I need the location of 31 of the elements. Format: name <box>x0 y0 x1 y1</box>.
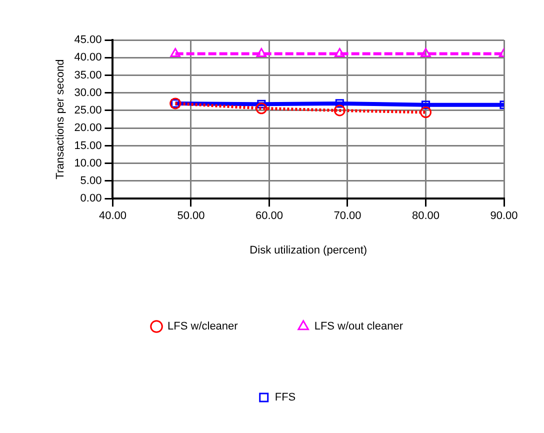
x-tick-label: 40.00 <box>98 210 126 222</box>
point <box>257 100 266 108</box>
x-axis-title: Disk utilization (percent) <box>250 244 368 256</box>
y-tick-label: 35.00 <box>74 69 102 82</box>
point <box>420 106 432 118</box>
point <box>334 48 345 57</box>
point <box>421 100 430 110</box>
x-tick-label: 90.00 <box>490 210 518 222</box>
point <box>334 104 346 116</box>
legend-label: LFS w/cleaner <box>168 320 238 333</box>
y-tick-label: 45.00 <box>74 34 102 46</box>
y-tick-label: 0.00 <box>80 192 102 205</box>
legend-label: FFS <box>274 392 296 404</box>
y-axis-title: Transactions per second <box>54 59 67 180</box>
x-tick-label: 60.00 <box>255 210 283 222</box>
point <box>420 48 431 57</box>
y-tick-label: 20.00 <box>74 122 102 134</box>
point <box>335 99 344 108</box>
y-tick-label: 15.00 <box>74 140 102 152</box>
x-tick-label: 80.00 <box>412 210 440 222</box>
y-tick-label: 40.00 <box>74 52 102 64</box>
x-tick-label: 50.00 <box>177 210 205 222</box>
legend-label: LFS w/out cleaner <box>314 320 404 333</box>
point <box>256 102 268 114</box>
y-tick-label: 5.00 <box>80 175 102 188</box>
point <box>256 48 266 57</box>
y-tick-label: 25.00 <box>74 104 102 117</box>
point <box>170 48 180 57</box>
y-tick-label: 10.00 <box>74 157 102 170</box>
x-tick-label: 70.00 <box>334 210 362 222</box>
y-tick-label: 30.00 <box>74 86 102 99</box>
